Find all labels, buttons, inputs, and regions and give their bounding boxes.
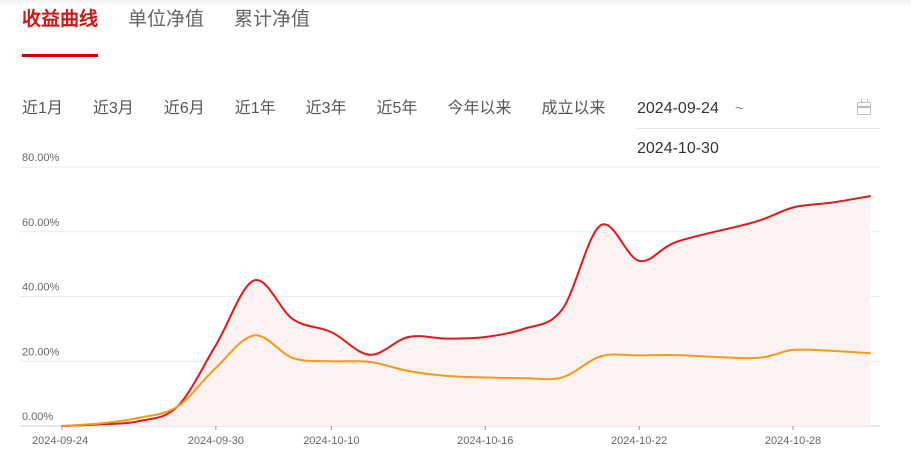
axis-layer: 0.00% 20.00% 40.00% 60.00% 80.00% 2024-09-24 2…	[22, 152, 821, 447]
tab-unit-nav[interactable]: 单位净值	[128, 9, 205, 30]
return-chart: 0.00% 20.00% 40.00% 60.00% 80.00% 2024-09-24 2…	[20, 152, 880, 447]
series-line-0	[61, 195, 871, 427]
date-start-input[interactable]: 2024-09-24	[637, 100, 719, 117]
y-tick-label: 80.00%	[22, 152, 60, 164]
series-layer	[61, 195, 871, 427]
range-3y[interactable]: 近3年	[305, 100, 347, 117]
y-tick-label: 40.00%	[22, 282, 60, 294]
x-tick-label: 2024-10-22	[611, 435, 667, 447]
top-shadow	[0, 0, 911, 6]
date-end-input[interactable]: 2024-10-30	[637, 140, 719, 157]
range-since-inception[interactable]: 成立以来	[541, 100, 606, 117]
date-separator: ~	[735, 100, 744, 117]
range-5y[interactable]: 近5年	[376, 100, 418, 117]
series-area-0	[62, 196, 870, 426]
calendar-icon[interactable]	[857, 99, 871, 115]
range-selector: 近1月 近3月 近6月 近1年 近3年 近5年 今年以来 成立以来	[22, 96, 635, 122]
range-6m[interactable]: 近6月	[163, 100, 205, 117]
range-1m[interactable]: 近1月	[22, 100, 63, 117]
x-tick-label: 2024-10-16	[457, 435, 513, 447]
date-divider	[637, 128, 880, 129]
tab-cumulative-nav[interactable]: 累计净值	[234, 9, 311, 30]
area-fill-layer	[62, 196, 870, 426]
x-tick-label: 2024-10-28	[765, 435, 821, 447]
tab-bar: 收益曲线 单位净值 累计净值	[22, 6, 340, 58]
range-ytd[interactable]: 今年以来	[447, 100, 512, 117]
series-line-1	[61, 334, 871, 427]
range-1y[interactable]: 近1年	[234, 100, 276, 117]
y-tick-label: 20.00%	[22, 346, 60, 358]
x-tick-label: 2024-09-24	[32, 435, 88, 447]
range-3m[interactable]: 近3月	[92, 100, 134, 117]
x-tick-label: 2024-09-30	[188, 435, 244, 447]
y-tick-label: 60.00%	[22, 217, 60, 229]
y-tick-label: 0.00%	[22, 411, 53, 423]
tab-return-curve[interactable]: 收益曲线	[22, 6, 99, 58]
x-tick-label: 2024-10-10	[303, 435, 359, 447]
